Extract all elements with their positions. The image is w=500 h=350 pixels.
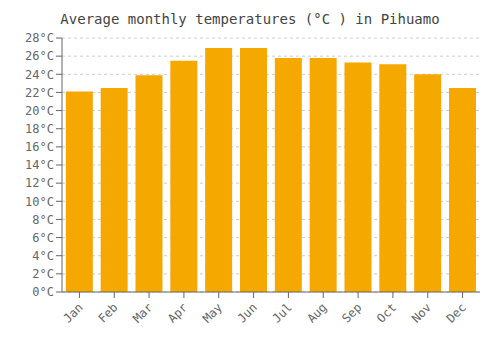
svg-text:Aug: Aug <box>304 300 329 325</box>
svg-text:26°C: 26°C <box>25 49 54 63</box>
svg-text:6°C: 6°C <box>32 231 54 245</box>
svg-text:Jan: Jan <box>61 300 86 325</box>
svg-text:Oct: Oct <box>374 300 399 325</box>
svg-text:May: May <box>200 300 225 325</box>
svg-text:Mar: Mar <box>130 300 155 325</box>
svg-text:16°C: 16°C <box>25 140 54 154</box>
svg-text:10°C: 10°C <box>25 195 54 209</box>
svg-text:24°C: 24°C <box>25 68 54 82</box>
svg-text:22°C: 22°C <box>25 86 54 100</box>
svg-text:18°C: 18°C <box>25 122 54 136</box>
html-text:Average monthly temperatures (: Average monthly temperatures (°C ) in Pi… <box>60 11 440 27</box>
svg-text:Jun: Jun <box>235 300 260 325</box>
svg-text:Sep: Sep <box>339 300 364 325</box>
svg-text:0°C: 0°C <box>32 285 54 299</box>
svg-text:14°C: 14°C <box>25 158 54 172</box>
svg-text:2°C: 2°C <box>32 267 54 281</box>
svg-text:12°C: 12°C <box>25 176 54 190</box>
svg-text:8°C: 8°C <box>32 213 54 227</box>
svg-text:28°C: 28°C <box>25 31 54 45</box>
svg-text:Feb: Feb <box>95 300 120 325</box>
svg-text:Apr: Apr <box>165 300 190 325</box>
svg-text:Jul: Jul <box>270 300 295 325</box>
svg-text:20°C: 20°C <box>25 104 54 118</box>
svg-text:Dec: Dec <box>444 300 469 325</box>
svg-text:Nov: Nov <box>409 300 434 325</box>
svg-text:4°C: 4°C <box>32 249 54 263</box>
